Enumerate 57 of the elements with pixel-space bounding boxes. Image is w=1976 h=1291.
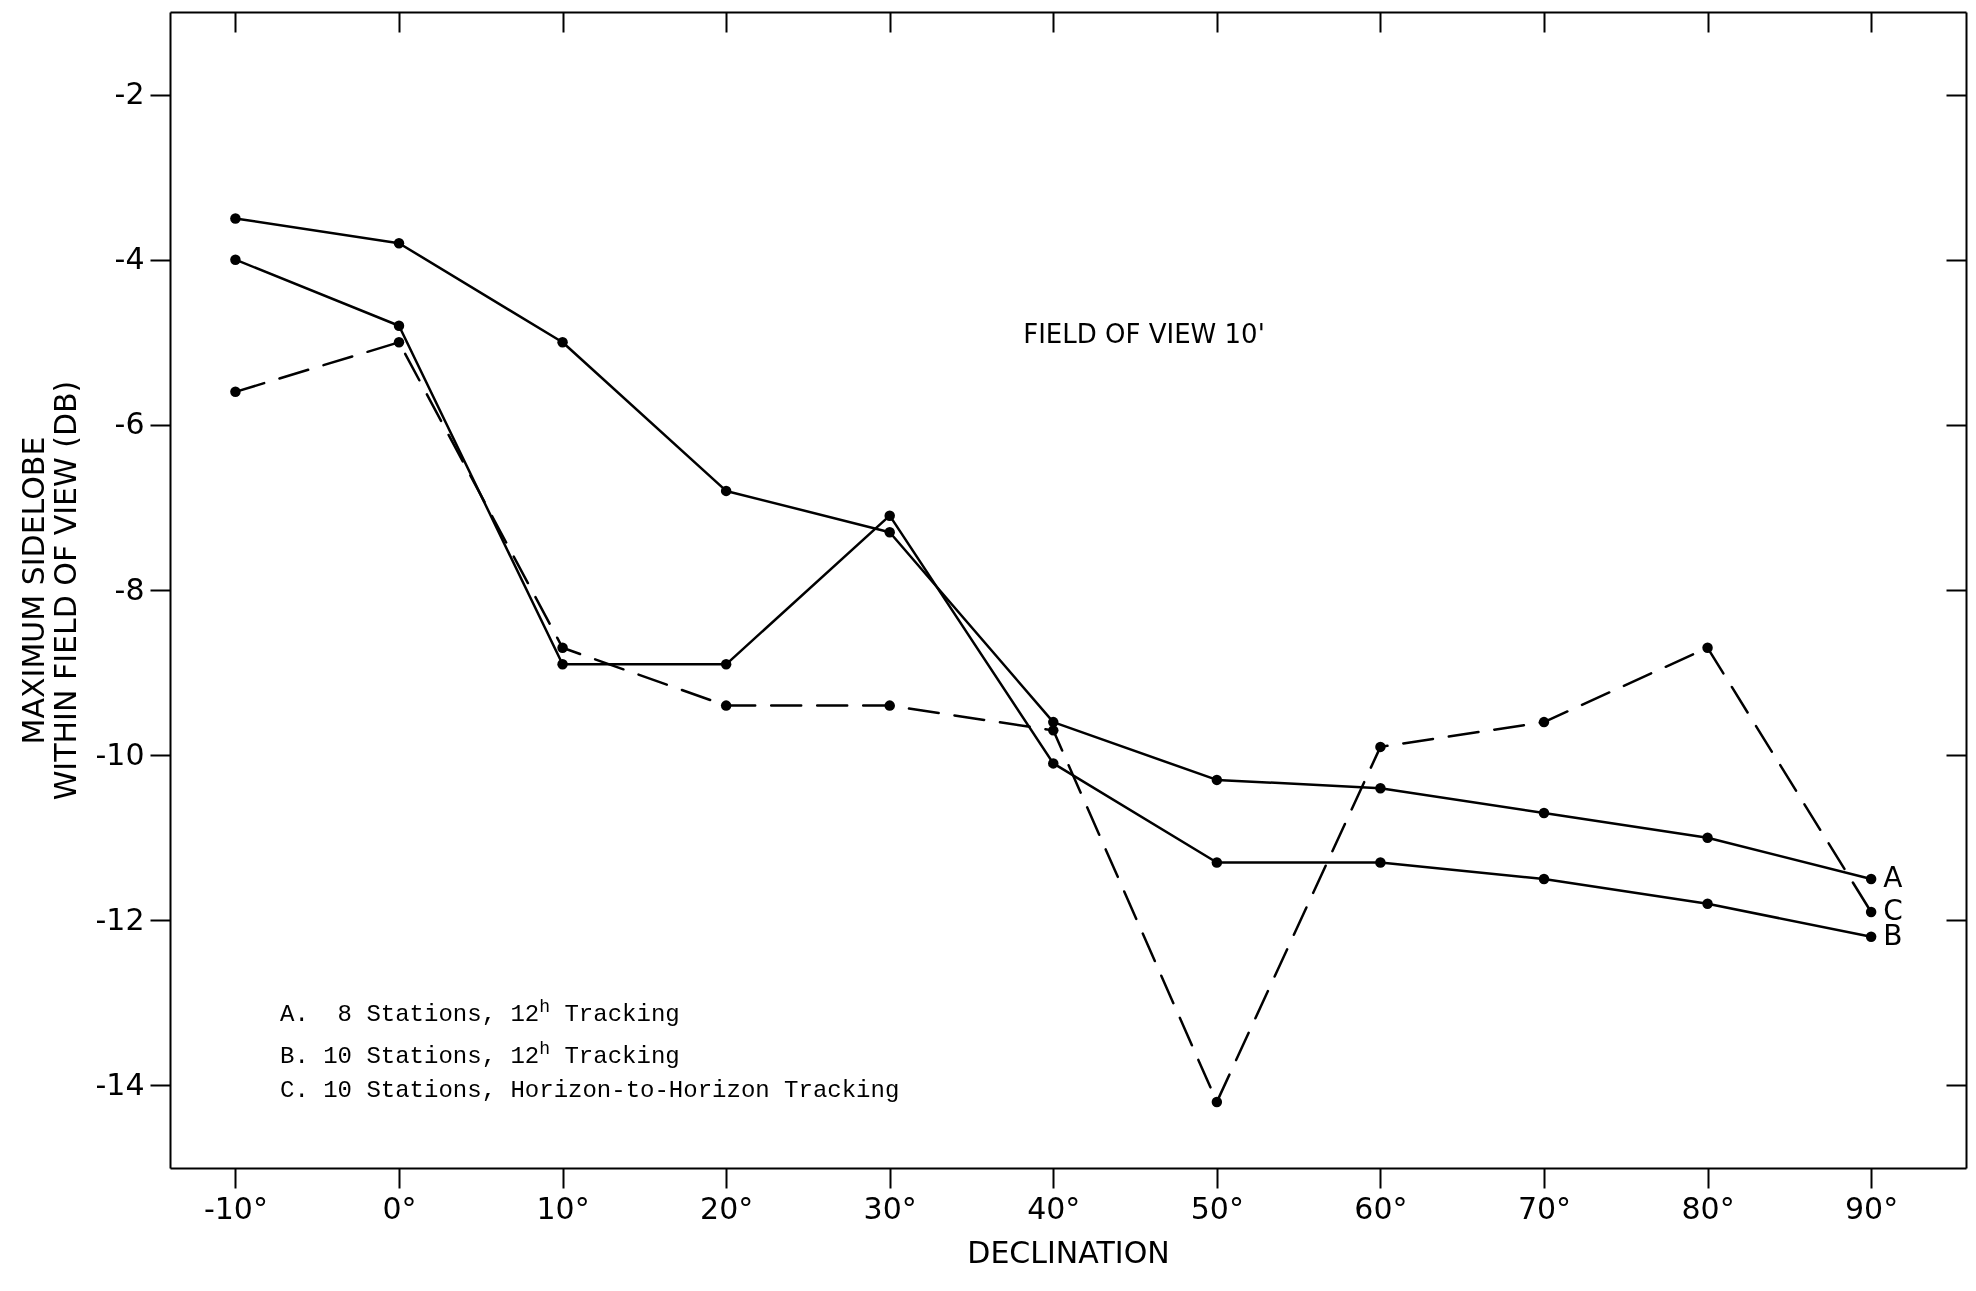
annotation: A. 8 Stations, 12$^{h}$ Tracking: [280, 997, 680, 1028]
point: [393, 337, 405, 348]
point: [1538, 807, 1550, 819]
y-tick-label: -4: [114, 241, 145, 277]
point: [1538, 873, 1550, 885]
point: [230, 213, 241, 224]
x-tick-label: 40°: [1027, 1190, 1081, 1226]
x-tick-label: -10°: [203, 1190, 268, 1226]
y-tick-label: -6: [114, 406, 145, 442]
y-tick-label: -14: [95, 1066, 145, 1102]
point: [557, 642, 568, 654]
point: [1538, 716, 1550, 728]
point: [884, 510, 895, 521]
annotation: B. 10 Stations, 12$^{h}$ Tracking: [280, 1039, 680, 1070]
point: [884, 700, 895, 711]
y-tick-label: -2: [114, 76, 145, 112]
x-tick-label: 10°: [536, 1190, 590, 1226]
point: [393, 237, 405, 249]
point: [1865, 931, 1877, 943]
point: [557, 337, 568, 348]
annotation: C. 10 Stations, Horizon-to-Horizon Tracking: [280, 1077, 900, 1104]
x-tick-label: 60°: [1354, 1190, 1408, 1226]
annotation: FIELD OF VIEW 10': [1023, 319, 1265, 349]
point: [720, 485, 732, 497]
point: [393, 320, 405, 332]
point: [1211, 774, 1223, 786]
point: [1211, 857, 1223, 868]
x-tick-label: 20°: [700, 1190, 754, 1226]
series-label: A: [1883, 861, 1903, 894]
point: [1702, 832, 1713, 843]
x-tick-label: 50°: [1190, 1190, 1244, 1226]
x-tick-label: 80°: [1681, 1190, 1735, 1226]
point: [1865, 906, 1877, 918]
point: [230, 386, 241, 398]
y-tick-label: -10: [95, 736, 145, 772]
x-tick-label: 30°: [863, 1190, 917, 1226]
point: [1048, 725, 1059, 736]
point: [557, 659, 568, 670]
point: [720, 700, 732, 711]
x-tick-label: 90°: [1845, 1190, 1899, 1226]
point: [1702, 898, 1713, 910]
point: [720, 659, 732, 670]
x-axis-title: DECLINATION: [967, 1234, 1170, 1270]
point: [1865, 873, 1877, 885]
point: [230, 254, 241, 265]
point: [1702, 642, 1713, 654]
point: [1211, 1096, 1223, 1108]
x-tick-label: 70°: [1517, 1190, 1572, 1226]
point: [1375, 857, 1386, 868]
y-tick-label: -8: [114, 571, 145, 607]
point: [884, 526, 895, 538]
y-axis-title: MAXIMUM SIDELOBE WITHIN FIELD OF VIEW (DB): [15, 380, 83, 801]
x-tick-label: 0°: [382, 1190, 417, 1226]
point: [1048, 758, 1059, 769]
y-tick-label: -12: [95, 901, 145, 937]
point: [1375, 741, 1386, 753]
point: [1375, 782, 1386, 794]
